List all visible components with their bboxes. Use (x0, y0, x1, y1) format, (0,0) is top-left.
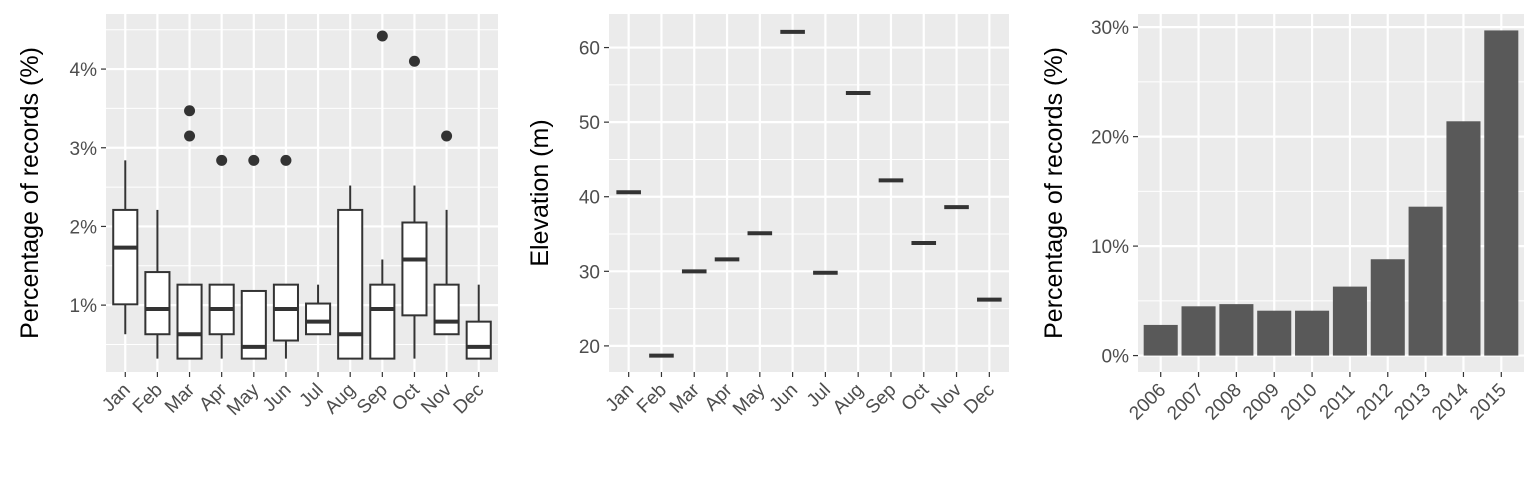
x-tick-label: Nov (927, 379, 966, 418)
bar (1408, 206, 1443, 356)
x-tick-label: 2009 (1239, 380, 1284, 425)
box (112, 208, 139, 306)
x-tick-label: Sep (862, 380, 901, 419)
y-tick-label: 0% (1102, 347, 1130, 368)
x-tick-label: 2006 (1125, 380, 1170, 425)
box (401, 221, 428, 317)
outlier-point (408, 55, 420, 67)
x-tick-label: Sep (353, 380, 392, 419)
outlier-point (184, 105, 196, 117)
y-tick-label: 50 (579, 113, 600, 134)
x-tick-label: 2015 (1466, 380, 1511, 425)
plot-panel-background (106, 14, 498, 372)
y-tick-label: 20% (1091, 128, 1129, 149)
x-tick-label: Jul (803, 380, 835, 412)
y-tick-label: 60 (579, 39, 600, 60)
x-tick-label: Apr (701, 379, 737, 415)
outlier-point (248, 154, 260, 166)
x-tick-label: Jan (602, 380, 639, 417)
box (465, 320, 492, 360)
x-tick-label: 2012 (1353, 380, 1398, 425)
boxplot-marks (112, 30, 492, 360)
box (433, 283, 460, 336)
yearly-percentage-bar-chart: 0%10%20%30%20062007200820092010201120122… (1040, 14, 1524, 424)
x-tick-label: 2007 (1163, 380, 1208, 425)
x-tick-label: Jun (259, 380, 296, 417)
x-tick-label: Jul (296, 380, 328, 412)
outlier-point (280, 154, 292, 166)
x-tick-label: Oct (898, 379, 934, 415)
x-tick-label: Aug (321, 380, 360, 419)
bar (1370, 259, 1405, 356)
bar (1484, 30, 1519, 356)
y-tick-label: 3% (70, 139, 98, 160)
box (272, 283, 299, 342)
x-tick-label: Mar (666, 379, 704, 417)
bar (1332, 286, 1367, 356)
box (369, 283, 396, 360)
x-tick-label: Aug (829, 380, 868, 419)
bar (1446, 121, 1481, 356)
y-tick-label: 1% (70, 296, 98, 317)
x-tick-label: 2008 (1201, 380, 1246, 425)
bar (1219, 304, 1254, 356)
y-tick-label: 30 (579, 262, 600, 283)
plot-panel-background (609, 14, 1009, 372)
x-tick-label: Feb (129, 380, 167, 418)
x-tick-label: Apr (195, 379, 231, 415)
bar (1143, 324, 1178, 356)
x-tick-label: Jun (766, 380, 803, 417)
outlier-point (441, 130, 453, 142)
x-tick-label: Oct (388, 379, 424, 415)
y-tick-label: 4% (70, 60, 98, 81)
outlier-point (376, 30, 388, 42)
bar-marks (1143, 30, 1519, 356)
y-tick-label: 40 (579, 188, 600, 209)
y-axis-title: Percentage of records (%) (1040, 47, 1068, 339)
x-tick-label: 2013 (1390, 380, 1435, 425)
bar (1181, 306, 1216, 356)
bar (1257, 310, 1292, 356)
elevation-marks (616, 29, 1002, 358)
y-tick-label: 10% (1091, 237, 1129, 258)
x-tick-label: Jan (98, 380, 135, 417)
outlier-point (184, 130, 196, 142)
outlier-point (216, 154, 228, 166)
x-tick-label: 2011 (1316, 380, 1360, 424)
x-tick-label: 2014 (1428, 379, 1473, 424)
x-tick-label: Nov (417, 379, 456, 418)
box (176, 283, 203, 360)
y-axis-title: Percentage of records (%) (16, 47, 44, 339)
bar (1295, 310, 1330, 356)
y-tick-label: 2% (70, 217, 98, 238)
y-tick-label: 20 (579, 337, 600, 358)
x-tick-label: 2010 (1277, 380, 1322, 425)
x-tick-label: May (223, 379, 264, 420)
x-tick-label: Feb (633, 380, 671, 418)
box (305, 302, 332, 336)
y-axis-title: Elevation (m) (526, 119, 554, 266)
x-tick-label: Dec (960, 380, 999, 419)
box (144, 271, 171, 336)
x-tick-label: Dec (450, 380, 489, 419)
box (337, 208, 364, 360)
x-tick-label: May (729, 379, 770, 420)
gridlines (609, 14, 1009, 372)
y-tick-label: 30% (1091, 18, 1129, 39)
x-tick-label: Mar (161, 379, 199, 417)
